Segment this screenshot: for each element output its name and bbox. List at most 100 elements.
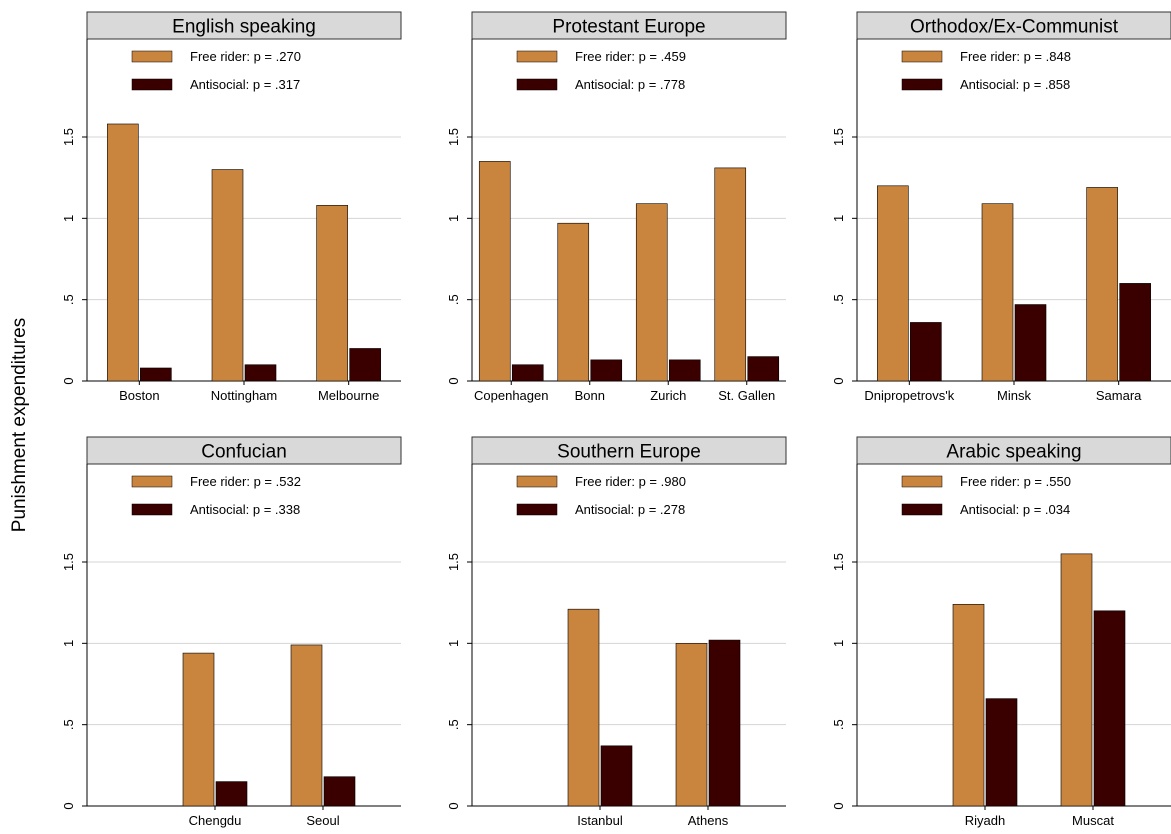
bar-antisocial-muscat	[1093, 610, 1126, 807]
y-tick-label: 1.5	[446, 128, 461, 146]
bar-free-rider-copenhagen	[478, 161, 511, 382]
y-tick-label: .5	[446, 719, 461, 730]
bar-free-rider-bonn	[557, 222, 590, 382]
bar-antisocial-athens	[708, 639, 741, 807]
legend-swatch	[131, 78, 173, 91]
x-tick-label: Zurich	[650, 388, 686, 403]
x-tick-label: Samara	[1096, 388, 1142, 403]
legend-label: Free rider: p = .848	[960, 49, 1071, 64]
y-tick-label: 0	[61, 377, 76, 384]
panel-header	[471, 11, 787, 40]
bar-antisocial-chengdu	[215, 781, 248, 807]
panel-header	[856, 436, 1171, 465]
bar-antisocial-zurich	[668, 359, 701, 382]
legend-label: Antisocial: p = .778	[575, 77, 685, 92]
legend-label: Antisocial: p = .317	[190, 77, 300, 92]
legend-swatch	[901, 503, 943, 516]
plot-area	[87, 464, 401, 806]
bar-free-rider-istanbul	[567, 608, 600, 807]
legend-swatch	[901, 50, 943, 63]
plot-area	[87, 39, 401, 381]
x-tick-label: Boston	[119, 388, 159, 403]
y-tick-label: .5	[831, 294, 846, 305]
legend-label: Free rider: p = .270	[190, 49, 301, 64]
x-tick-label: Dnipropetrovs'k	[864, 388, 954, 403]
y-tick-label: 1.5	[61, 128, 76, 146]
bar-free-rider-muscat	[1060, 553, 1093, 807]
bar-antisocial-melbourne	[349, 348, 381, 382]
legend-swatch	[131, 50, 173, 63]
bar-antisocial-istanbul	[600, 745, 633, 807]
legend-label: Free rider: p = .532	[190, 474, 301, 489]
panel-title: Southern Europe	[557, 442, 701, 463]
panel-protestant-europe: Protestant Europe 0 .5 1 1.5 Free rider: p = …	[446, 11, 787, 403]
bar-antisocial-nottingham	[244, 364, 277, 382]
panel-title: Orthodox/Ex-Communist	[910, 17, 1119, 38]
x-tick-label: Copenhagen	[474, 388, 548, 403]
panel-title: Confucian	[201, 442, 287, 463]
panel-title: Arabic speaking	[946, 442, 1081, 463]
y-tick-label: 1.5	[831, 128, 846, 146]
bar-antisocial-st-gallen	[747, 356, 780, 382]
x-tick-label: Bonn	[575, 388, 605, 403]
legend-swatch	[516, 50, 558, 63]
legend-label: Free rider: p = .459	[575, 49, 686, 64]
panel-arabic-speaking: Arabic speaking 0 .5 1 1.5 Free rider: p = .5…	[831, 436, 1171, 828]
bar-antisocial-riyadh	[985, 698, 1018, 807]
panel-header	[471, 436, 787, 465]
legend-swatch	[516, 78, 558, 91]
y-tick-label: 1.5	[61, 553, 76, 571]
bar-free-rider-seoul	[290, 644, 323, 807]
x-tick-label: Athens	[688, 813, 729, 828]
panel-confucian: Confucian 0 .5 1 1.5 Free rider: p = .532 Anti…	[61, 436, 402, 828]
bar-free-rider-minsk	[981, 203, 1014, 382]
x-tick-label: Nottingham	[211, 388, 277, 403]
y-tick-label: 0	[831, 802, 846, 809]
bar-free-rider-boston	[107, 123, 139, 382]
y-tick-label: 1	[831, 215, 846, 222]
y-tick-label: 1.5	[831, 553, 846, 571]
x-tick-label: Chengdu	[189, 813, 242, 828]
bar-free-rider-dnipropetrovs-k	[877, 185, 909, 382]
bar-free-rider-st-gallen	[714, 167, 747, 382]
x-tick-label: Minsk	[997, 388, 1031, 403]
x-tick-label: Istanbul	[577, 813, 623, 828]
panel-title: English speaking	[172, 17, 316, 38]
legend-swatch	[131, 475, 173, 488]
y-tick-label: 1	[61, 215, 76, 222]
legend-swatch	[901, 78, 943, 91]
y-tick-label: 1	[446, 215, 461, 222]
y-tick-label: 1	[61, 640, 76, 647]
bar-free-rider-samara	[1086, 187, 1118, 382]
bar-free-rider-nottingham	[211, 169, 244, 382]
panel-orthodox-ex-communist: Orthodox/Ex-Communist 0 .5 1 1.5 Free rider: …	[831, 11, 1171, 403]
plot-area	[857, 39, 1171, 381]
bar-antisocial-boston	[140, 367, 172, 382]
y-tick-label: .5	[61, 294, 76, 305]
legend-swatch	[516, 475, 558, 488]
y-tick-label: .5	[831, 719, 846, 730]
bar-antisocial-dnipropetrovs-k	[910, 322, 942, 382]
y-tick-label: 0	[446, 802, 461, 809]
bar-free-rider-riyadh	[952, 603, 985, 807]
panel-southern-europe: Southern Europe 0 .5 1 1.5 Free rider: p = .9…	[446, 436, 787, 828]
y-tick-label: 1.5	[446, 553, 461, 571]
bar-free-rider-zurich	[635, 203, 668, 382]
legend-swatch	[901, 475, 943, 488]
panel-header	[86, 11, 402, 40]
y-tick-label: 0	[446, 377, 461, 384]
legend-swatch	[516, 503, 558, 516]
bar-antisocial-seoul	[323, 776, 356, 807]
y-tick-label: .5	[61, 719, 76, 730]
panel-header	[856, 11, 1171, 40]
y-tick-label: 1	[446, 640, 461, 647]
legend-label: Antisocial: p = .034	[960, 502, 1070, 517]
legend-swatch	[131, 503, 173, 516]
bar-antisocial-samara	[1119, 283, 1151, 382]
y-tick-label: .5	[446, 294, 461, 305]
bar-free-rider-chengdu	[182, 652, 215, 807]
panel-title: Protestant Europe	[552, 17, 705, 38]
bar-antisocial-minsk	[1014, 304, 1047, 382]
y-tick-label: 1	[831, 640, 846, 647]
